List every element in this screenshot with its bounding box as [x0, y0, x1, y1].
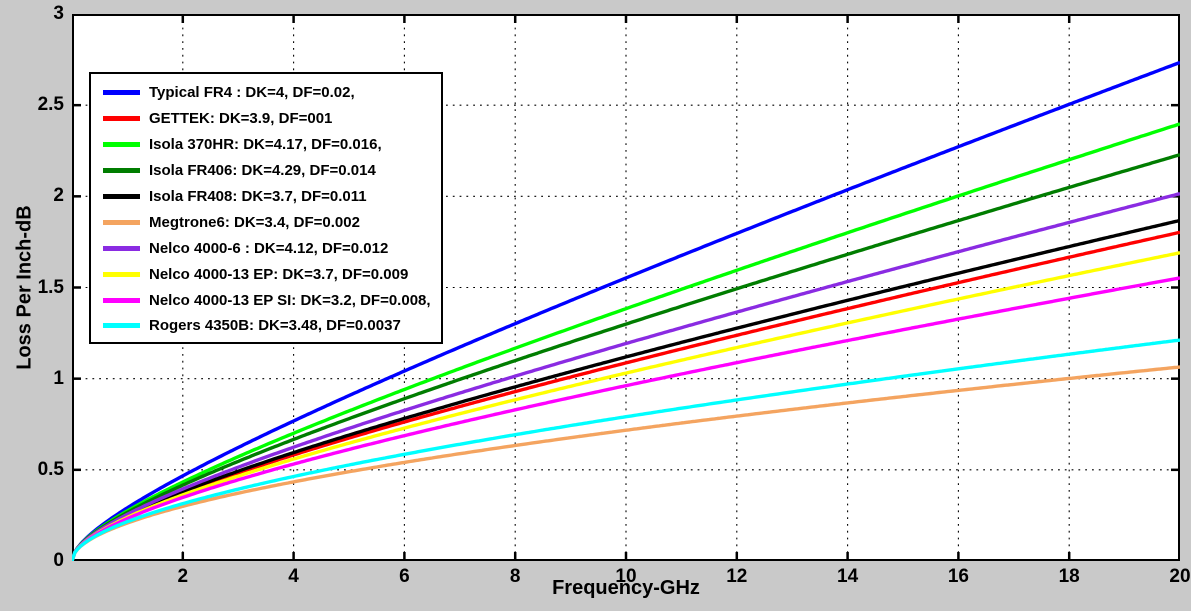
legend-item: Nelco 4000-13 EP SI: DK=3.2, DF=0.008, — [100, 287, 441, 313]
legend-swatch — [103, 168, 140, 174]
legend-label: Typical FR4 : DK=4, DF=0.02, — [149, 84, 355, 102]
legend-label: Isola FR406: DK=4.29, DF=0.014 — [149, 162, 376, 180]
legend-item: Rogers 4350B: DK=3.48, DF=0.0037 — [100, 313, 441, 339]
y-tick-label: 0 — [53, 550, 64, 571]
x-tick-label: 10 — [615, 566, 637, 587]
x-axis-label: Frequency-GHz — [552, 577, 700, 599]
legend-item: Isola 370HR: DK=4.17, DF=0.016, — [100, 132, 441, 158]
series-line-0 — [72, 60, 1180, 561]
x-tick-label: 6 — [399, 566, 410, 587]
y-tick-label: 3 — [53, 3, 64, 24]
legend-item: Isola FR408: DK=3.7, DF=0.011 — [100, 184, 441, 210]
x-tick-label: 8 — [509, 566, 521, 587]
series-line-5 — [72, 365, 1180, 561]
y-axis-label: Loss Per Inch-dB — [13, 205, 36, 370]
series-line-2 — [72, 122, 1180, 561]
legend-swatch — [103, 297, 140, 303]
legend-label: Nelco 4000-13 EP: DK=3.7, DF=0.009 — [149, 265, 409, 283]
series-line-8 — [72, 276, 1180, 561]
legend-item: GETTEK: DK=3.9, DF=001 — [100, 106, 441, 132]
series-line-6 — [72, 191, 1180, 561]
legend-label: Megtrone6: DK=3.4, DF=0.002 — [149, 213, 360, 231]
series-line-4 — [72, 218, 1180, 561]
legend-label: Nelco 4000-6 : DK=4.12, DF=0.012 — [149, 239, 389, 257]
x-tick-label: 2 — [177, 566, 189, 587]
legend-item: Isola FR406: DK=4.29, DF=0.014 — [100, 158, 441, 184]
legend: Typical FR4 : DK=4, DF=0.02, GETTEK: DK=3… — [89, 72, 443, 344]
y-tick-label: 1.5 — [37, 276, 64, 298]
legend-swatch — [103, 323, 140, 329]
legend-label: Isola 370HR: DK=4.17, DF=0.016, — [149, 136, 382, 154]
legend-label: Isola FR408: DK=3.7, DF=0.011 — [149, 188, 367, 205]
legend-item: Typical FR4 : DK=4, DF=0.02, — [100, 80, 441, 106]
x-tick-label: 14 — [837, 566, 859, 587]
axis-box — [72, 14, 1180, 561]
x-tick-label: 4 — [288, 566, 299, 587]
legend-swatch — [103, 142, 140, 148]
legend-item: Nelco 4000-6 : DK=4.12, DF=0.012 — [100, 235, 441, 261]
legend-label: GETTEK: DK=3.9, DF=001 — [149, 110, 333, 128]
legend-swatch — [103, 194, 140, 199]
series-line-1 — [72, 230, 1180, 561]
series-line-9 — [72, 338, 1180, 561]
legend-item: Nelco 4000-13 EP: DK=3.7, DF=0.009 — [100, 261, 441, 287]
legend-label: Nelco 4000-13 EP SI: DK=3.2, DF=0.008, — [149, 291, 431, 309]
legend-swatch — [103, 90, 140, 96]
legend-swatch — [103, 271, 140, 277]
series-line-7 — [72, 251, 1180, 561]
legend-swatch — [103, 219, 140, 225]
y-tick-label: 2 — [53, 185, 64, 207]
series-line-3 — [72, 153, 1180, 561]
x-tick-label: 12 — [726, 566, 748, 587]
x-tick-label: 20 — [1169, 566, 1191, 587]
x-tick-label: 18 — [1058, 566, 1080, 587]
y-tick-label: 1 — [53, 367, 64, 389]
legend-swatch — [103, 116, 140, 122]
legend-swatch — [103, 245, 140, 251]
legend-item: Megtrone6: DK=3.4, DF=0.002 — [100, 209, 441, 235]
legend-label: Rogers 4350B: DK=3.48, DF=0.0037 — [149, 317, 401, 335]
x-tick-label: 16 — [947, 566, 969, 587]
y-tick-label: 2.5 — [37, 94, 64, 116]
y-tick-label: 0.5 — [37, 458, 64, 480]
